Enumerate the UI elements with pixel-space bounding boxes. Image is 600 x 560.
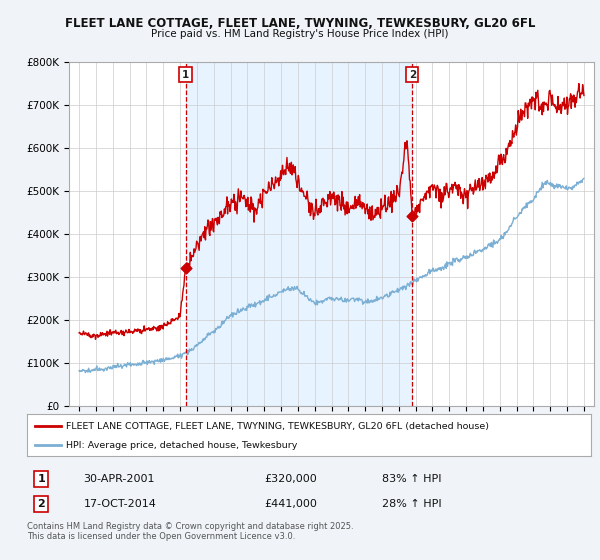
Text: FLEET LANE COTTAGE, FLEET LANE, TWYNING, TEWKESBURY, GL20 6FL (detached house): FLEET LANE COTTAGE, FLEET LANE, TWYNING,…	[67, 422, 490, 431]
Text: £441,000: £441,000	[264, 499, 317, 509]
Text: Price paid vs. HM Land Registry's House Price Index (HPI): Price paid vs. HM Land Registry's House …	[151, 29, 449, 39]
Text: FLEET LANE COTTAGE, FLEET LANE, TWYNING, TEWKESBURY, GL20 6FL: FLEET LANE COTTAGE, FLEET LANE, TWYNING,…	[65, 17, 535, 30]
Bar	[185, 62, 412, 406]
Text: HPI: Average price, detached house, Tewkesbury: HPI: Average price, detached house, Tewk…	[67, 441, 298, 450]
Text: 2: 2	[37, 499, 45, 509]
Point	[181, 264, 190, 273]
Text: 83% ↑ HPI: 83% ↑ HPI	[382, 474, 442, 484]
Text: 30-APR-2001: 30-APR-2001	[83, 474, 155, 484]
Point	[407, 212, 417, 221]
Text: 17-OCT-2014: 17-OCT-2014	[83, 499, 156, 509]
Text: Contains HM Land Registry data © Crown copyright and database right 2025.
This d: Contains HM Land Registry data © Crown c…	[27, 522, 353, 542]
Text: 2: 2	[409, 69, 416, 80]
Text: 1: 1	[182, 69, 189, 80]
Text: £320,000: £320,000	[264, 474, 317, 484]
Text: 1: 1	[37, 474, 45, 484]
Text: 28% ↑ HPI: 28% ↑ HPI	[382, 499, 442, 509]
